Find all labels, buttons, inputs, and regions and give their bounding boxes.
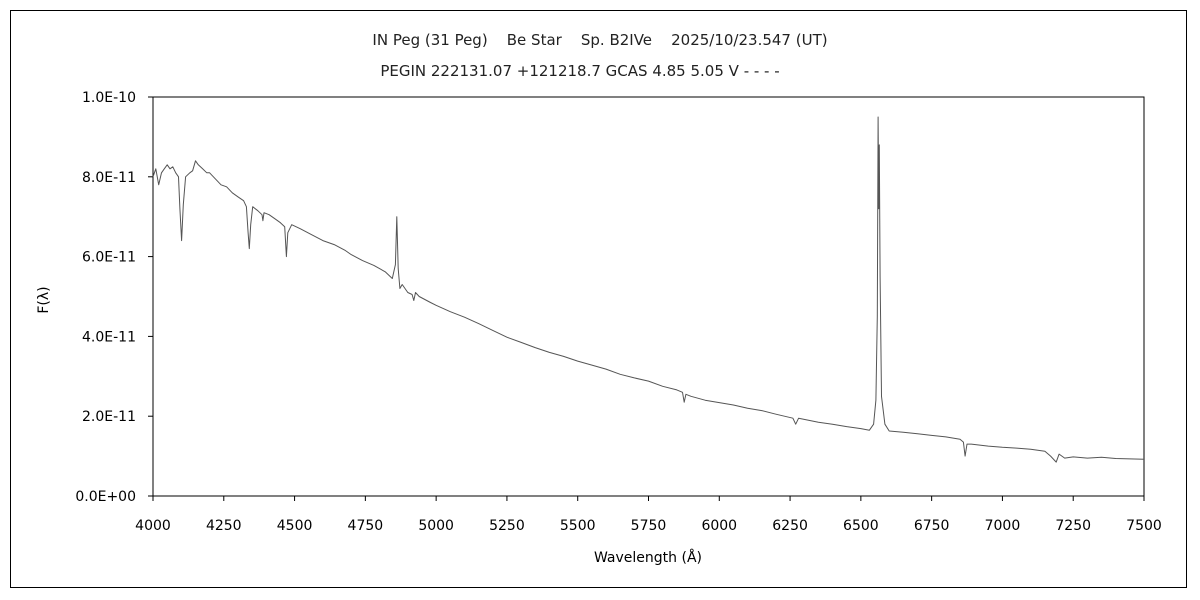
plot-area <box>152 96 1145 497</box>
x-axis-title: Wavelength (Å) <box>594 549 702 566</box>
x-tick-label: 5500 <box>560 518 596 534</box>
chart-subtitle: PEGIN 222131.07 +121218.7 GCAS 4.85 5.05… <box>380 62 779 80</box>
series-layer <box>152 116 1145 463</box>
y-tick-label: 1.0E-10 <box>82 90 136 106</box>
x-axis-ticks: 4000 4250 4500 4750 5000 5250 5500 5750 6000 6250… <box>135 496 1162 534</box>
x-tick-label: 7250 <box>1055 518 1091 534</box>
x-tick-label: 4000 <box>135 518 171 534</box>
x-tick-label: 6000 <box>701 518 737 534</box>
x-tick-label: 5750 <box>631 518 667 534</box>
y-tick-label: 2.0E-11 <box>82 409 136 425</box>
x-tick-label: 6500 <box>843 518 879 534</box>
y-axis-ticks: 0.0E+00 2.0E-11 4.0E-11 6.0E-11 8.0E-11 1.0E-… <box>75 90 153 505</box>
x-tick-label: 4250 <box>206 518 242 534</box>
spectrum-series-line <box>152 116 1145 463</box>
chart-frame <box>10 10 1187 588</box>
y-tick-label: 4.0E-11 <box>82 329 136 345</box>
y-axis-title: F(λ) <box>36 286 52 313</box>
y-tick-label: 8.0E-11 <box>82 170 136 186</box>
x-tick-label: 4500 <box>277 518 313 534</box>
x-tick-label: 7500 <box>1126 518 1162 534</box>
x-tick-label: 5250 <box>489 518 525 534</box>
x-tick-label: 7000 <box>985 518 1021 534</box>
chart-title: IN Peg (31 Peg) Be Star Sp. B2IVe 2025/1… <box>372 31 827 49</box>
x-tick-label: 4750 <box>348 518 384 534</box>
x-tick-label: 5000 <box>418 518 454 534</box>
x-tick-label: 6750 <box>914 518 950 534</box>
x-tick-label: 6250 <box>772 518 808 534</box>
y-tick-label: 0.0E+00 <box>75 489 136 505</box>
y-tick-label: 6.0E-11 <box>82 250 136 266</box>
